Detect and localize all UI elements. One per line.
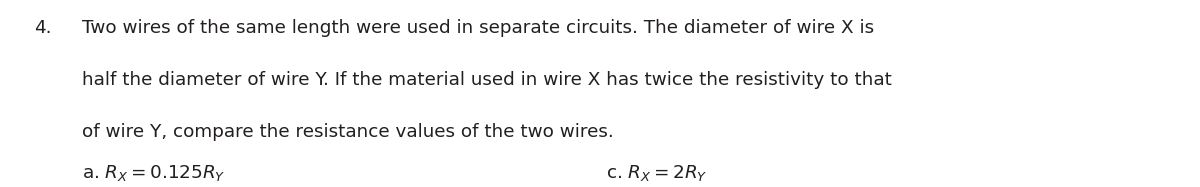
Text: Two wires of the same length were used in separate circuits. The diameter of wir: Two wires of the same length were used i… [82, 19, 874, 37]
Text: 4.: 4. [34, 19, 52, 37]
Text: half the diameter of wire Y. If the material used in wire X has twice the resist: half the diameter of wire Y. If the mate… [82, 71, 892, 89]
Text: c. $R_X = 2R_Y$: c. $R_X = 2R_Y$ [606, 163, 708, 183]
Text: a. $R_X = 0.125R_Y$: a. $R_X = 0.125R_Y$ [82, 163, 226, 183]
Text: of wire Y, compare the resistance values of the two wires.: of wire Y, compare the resistance values… [82, 123, 613, 141]
